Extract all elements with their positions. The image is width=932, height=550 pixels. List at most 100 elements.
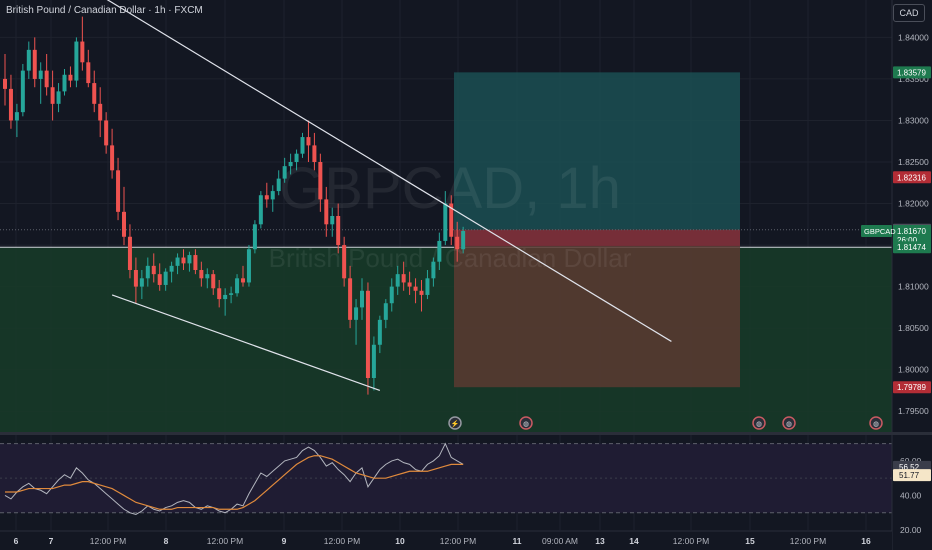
time-tick-label: 12:00 PM xyxy=(207,536,243,546)
candle-body xyxy=(413,286,418,291)
time-tick-label: 12:00 PM xyxy=(790,536,826,546)
rsi-value-text: 51.77 xyxy=(899,471,920,480)
time-tick-label: 12:00 PM xyxy=(324,536,360,546)
candle-body xyxy=(252,224,257,250)
candle-body xyxy=(145,265,150,279)
candle-body xyxy=(133,270,138,287)
event-marker-icon xyxy=(519,416,533,430)
rsi-value-text: 56.52 xyxy=(899,463,920,472)
time-tick-label: 16 xyxy=(861,536,871,546)
support-zone xyxy=(0,247,892,432)
candle-body xyxy=(288,162,293,167)
event-marker-icon xyxy=(869,416,883,430)
candle-body xyxy=(169,265,174,272)
price-label-text: 26:00 xyxy=(897,236,918,245)
event-marker-glyph: ⚡ xyxy=(451,419,460,428)
candle-body xyxy=(294,153,299,162)
candle-body xyxy=(139,278,144,287)
candle-body xyxy=(50,87,55,104)
time-tick-label: 9 xyxy=(282,536,287,546)
time-axis[interactable]: 6 7 12:00 PM 8 12:00 PM 9 12:00 PM 10 12:00 PM 11… xyxy=(0,530,892,550)
pane-separator xyxy=(0,432,932,435)
candle-body xyxy=(235,278,240,294)
candle-body xyxy=(157,274,162,285)
candle-body xyxy=(92,83,97,104)
time-tick-label: 8 xyxy=(164,536,169,546)
event-markers[interactable]: ⚡ ◍ ◍ ◍ ◍ xyxy=(448,416,883,430)
candle-body xyxy=(431,261,436,279)
candle-body xyxy=(3,78,7,89)
price-tick-label: 1.80500 xyxy=(898,323,929,333)
candle-body xyxy=(389,286,394,304)
price-tick-label: 1.83000 xyxy=(898,115,929,125)
candle-body xyxy=(127,236,132,270)
candle-body xyxy=(151,265,156,275)
rsi-line xyxy=(4,442,464,515)
axis-background xyxy=(892,0,932,550)
rsi-pane[interactable] xyxy=(0,442,892,515)
candle-body xyxy=(74,41,79,81)
last-price-symbol-text: GBPCAD xyxy=(864,227,896,236)
candle-body xyxy=(449,203,454,237)
candle-body xyxy=(407,282,412,287)
candle-body xyxy=(80,41,85,63)
price-tick-label: 1.81000 xyxy=(898,282,929,292)
candles[interactable] xyxy=(3,16,466,395)
candle-body xyxy=(217,288,222,300)
candle-body xyxy=(98,103,103,121)
trendline xyxy=(106,0,672,342)
time-tick-label: 11 xyxy=(513,536,522,546)
candle-body xyxy=(32,49,37,79)
watermark-name: British Pound / Canadian Dollar xyxy=(269,243,632,273)
candle-body xyxy=(455,236,460,250)
candle-body xyxy=(175,257,180,266)
candle-body xyxy=(354,307,359,320)
candle-body xyxy=(104,120,109,146)
candle-body xyxy=(205,274,210,279)
symbol-title: British Pound / Canadian Dollar · 1h · F… xyxy=(6,5,203,16)
candle-body xyxy=(193,255,198,270)
trendlines[interactable] xyxy=(5,0,672,392)
candle-body xyxy=(211,274,216,289)
rsi-value-tag xyxy=(893,469,931,482)
candle-body xyxy=(371,344,376,378)
price-label-tag xyxy=(893,66,931,79)
time-tick-label: 15 xyxy=(745,536,755,546)
price-label-text: 1.81670 xyxy=(897,227,926,236)
candle-body xyxy=(437,240,442,262)
event-marker-glyph: ◍ xyxy=(756,421,762,428)
candle-body xyxy=(318,162,323,200)
time-tick-label: 6 xyxy=(14,536,19,546)
event-marker-icon xyxy=(448,416,462,430)
trendline xyxy=(111,294,381,392)
price-axis[interactable]: 1.840001.835001.830001.825001.820001.815… xyxy=(861,0,932,550)
candle-body xyxy=(86,62,91,84)
candle-body xyxy=(365,290,370,378)
candle-body xyxy=(187,255,192,264)
candle-body xyxy=(223,294,228,300)
candle-body xyxy=(401,274,406,283)
candle-body xyxy=(38,70,43,79)
rsi-ma-line xyxy=(5,455,464,510)
candle-body xyxy=(20,70,25,113)
price-label-tag xyxy=(893,224,931,237)
price-tick-label: 1.82500 xyxy=(898,157,929,167)
price-tick-label: 1.79500 xyxy=(898,406,929,416)
stop-zone xyxy=(454,229,740,388)
time-tick-label: 12:00 PM xyxy=(673,536,709,546)
currency-button[interactable]: CAD xyxy=(893,4,925,22)
rsi-tick-label: 20.00 xyxy=(900,525,922,535)
candle-body xyxy=(443,203,448,241)
time-tick-label: 7 xyxy=(49,536,54,546)
candle-body xyxy=(377,319,382,345)
candle-body xyxy=(116,170,121,212)
candle-body xyxy=(330,216,335,225)
candle-body xyxy=(229,293,234,295)
candle-body xyxy=(336,216,341,246)
candle-body xyxy=(348,278,353,320)
candle-body xyxy=(241,278,245,283)
time-axis-background xyxy=(0,531,892,550)
candle-body xyxy=(300,137,305,154)
target-zone xyxy=(454,72,740,230)
